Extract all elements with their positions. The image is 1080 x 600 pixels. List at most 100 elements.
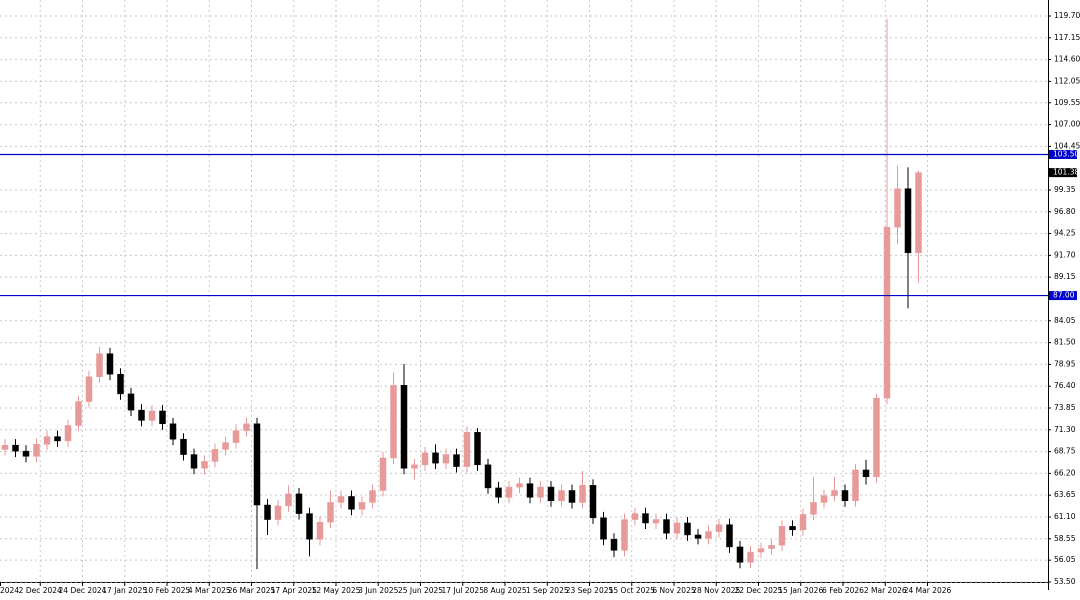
level-label: 103.50 <box>1053 149 1079 158</box>
candle-body <box>768 544 775 549</box>
candle-body <box>915 172 922 254</box>
candle-body <box>211 449 219 462</box>
y-tick-label: 68.75 <box>1054 447 1076 456</box>
candle-body <box>348 496 355 510</box>
y-tick-label: 53.50 <box>1054 577 1076 586</box>
y-tick-label: 76.40 <box>1054 381 1076 390</box>
candle-body <box>169 423 177 440</box>
candle-body <box>400 385 408 469</box>
candle-body <box>421 452 429 466</box>
x-tick-label: 2 Mar 2026 <box>864 586 907 595</box>
x-tick-label: 15 Oct 2025 <box>609 586 656 595</box>
x-tick-label: 2024 <box>0 586 19 595</box>
candle-body <box>894 188 901 228</box>
x-tick-label: 28 Nov 2025 <box>692 586 740 595</box>
candle-body <box>358 502 366 510</box>
x-tick-label: 17 Jul 2025 <box>442 586 485 595</box>
candle-body <box>726 524 733 548</box>
candle-body <box>190 454 198 469</box>
candle-body <box>673 522 681 534</box>
last-price-box <box>1049 168 1077 178</box>
x-tick-label: 25 Jun 2025 <box>398 586 443 595</box>
y-tick-label: 56.05 <box>1054 555 1076 564</box>
y-tick-label: 84.05 <box>1054 316 1076 325</box>
candle-body <box>411 464 418 469</box>
x-tick-label: 17 Jan 2025 <box>102 586 147 595</box>
x-tick-label: 15 Jan 2026 <box>778 586 823 595</box>
candle-body <box>379 457 387 491</box>
candle-body <box>904 188 912 254</box>
x-tick-label: 4 Mar 2025 <box>188 586 231 595</box>
x-tick-label: 6 Feb 2026 <box>822 586 864 595</box>
candle-body <box>873 397 880 478</box>
x-tick-label: 12 May 2025 <box>312 586 361 595</box>
x-tick-label: 24 Mar 2026 <box>904 586 952 595</box>
y-tick-label: 117.15 <box>1054 33 1080 42</box>
candle-body <box>453 454 460 467</box>
x-tick-label: 8 Aug 2025 <box>483 586 526 595</box>
candle-body <box>253 423 261 506</box>
candle-body <box>369 490 376 503</box>
candle-body <box>337 496 345 503</box>
x-tick-label: 22 Dec 2025 <box>735 586 783 595</box>
candle-body <box>631 513 639 520</box>
y-tick-label: 91.70 <box>1054 250 1076 259</box>
y-tick-label: 112.05 <box>1054 76 1080 85</box>
y-tick-label: 63.65 <box>1054 490 1076 499</box>
candle-body <box>12 444 19 452</box>
candle-body <box>526 483 534 498</box>
candle-body <box>96 353 103 378</box>
candle-body <box>810 502 817 515</box>
candle-body <box>159 410 166 425</box>
candle-body <box>883 226 891 399</box>
candle-body <box>390 385 397 459</box>
candle-body <box>841 490 849 501</box>
candle-body <box>831 490 838 496</box>
candle-body <box>22 450 30 457</box>
candle-body <box>463 432 471 467</box>
y-tick-label: 114.60 <box>1054 55 1080 64</box>
candle-body <box>558 490 565 501</box>
x-tick-label: 24 Dec 2024 <box>59 586 107 595</box>
candle-body <box>684 522 691 536</box>
candle-body <box>106 353 114 375</box>
candle-body <box>64 425 72 442</box>
candle-body <box>495 487 502 498</box>
y-tick-label: 99.35 <box>1054 185 1076 194</box>
candle-body <box>316 521 324 540</box>
candle-body <box>43 436 51 445</box>
candle-body <box>715 524 723 532</box>
candle-body <box>75 401 82 426</box>
candle-body <box>274 505 282 520</box>
candle-body <box>778 526 786 546</box>
y-tick-label: 61.10 <box>1054 512 1076 521</box>
x-tick-label: 1 Sep 2025 <box>526 586 569 595</box>
candle-body <box>442 454 450 464</box>
candle-body <box>537 486 544 498</box>
candle-body <box>663 519 670 534</box>
candle-body <box>285 493 292 507</box>
candle-body <box>642 513 649 524</box>
candle-body <box>232 430 240 443</box>
level-label: 87.00 <box>1053 291 1075 300</box>
candle-body <box>621 519 628 551</box>
x-tick-label: 10 Feb 2025 <box>144 586 191 595</box>
candle-body <box>862 469 870 478</box>
x-tick-label: 26 Mar 2025 <box>228 586 276 595</box>
y-tick-label: 81.50 <box>1054 338 1076 347</box>
level-label-box <box>1049 291 1077 301</box>
candle-body <box>306 513 313 540</box>
candle-body <box>600 517 607 540</box>
candle-body <box>180 438 187 455</box>
candle-body <box>789 526 796 531</box>
y-tick-label: 58.55 <box>1054 534 1076 543</box>
x-tick-label: 6 Nov 2025 <box>652 586 695 595</box>
candle-body <box>547 486 555 501</box>
y-tick-label: 94.25 <box>1054 229 1076 238</box>
candle-body <box>138 409 145 421</box>
candle-body <box>117 373 124 395</box>
candle-body <box>589 485 597 519</box>
candle-body <box>264 504 271 520</box>
